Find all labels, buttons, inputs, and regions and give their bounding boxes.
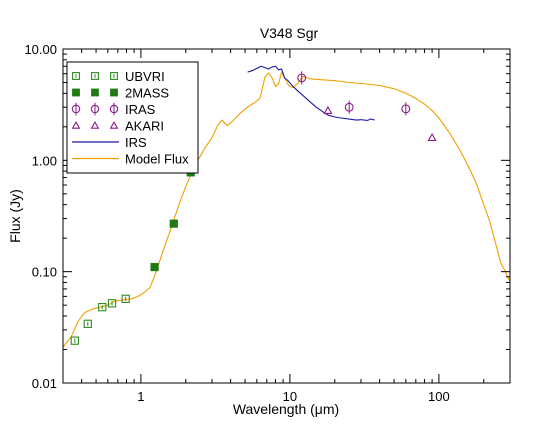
chart-title: V348 Sgr: [260, 25, 319, 41]
point-ubvri: [70, 336, 79, 345]
y-axis: 0.01 0.10 1.00 10.00: [24, 42, 510, 391]
y-tick-label: 0.01: [32, 376, 57, 391]
y-tick-label: 0.10: [32, 265, 57, 280]
legend-swatch: [90, 120, 100, 129]
legend-item-akari: AKARI: [71, 119, 164, 134]
legend-label: 2MASS: [125, 86, 169, 101]
series-line-model-flux: [63, 71, 510, 348]
legend-item-model-flux: Model Flux: [72, 152, 189, 167]
legend-swatch: [109, 120, 119, 129]
legend-swatch: [91, 88, 99, 97]
y-tick-label: 1.00: [32, 153, 57, 168]
x-axis: 1 10 100: [62, 49, 511, 404]
plot-frame: [62, 48, 511, 384]
legend-swatch: [109, 102, 119, 116]
point-ubvri: [83, 319, 92, 328]
point-2mass: [150, 262, 159, 272]
point-iras: [401, 102, 411, 116]
legend-item-ubvri: UBVRI: [72, 69, 165, 84]
legend-label: Model Flux: [125, 152, 189, 167]
legend-swatch: [91, 72, 99, 80]
legend-item-2mass: 2MASS: [72, 86, 169, 101]
point-iras: [344, 100, 354, 114]
x-tick-label: 1: [137, 389, 144, 404]
legend-box: [66, 61, 199, 174]
legend-item-irs: IRS: [72, 135, 147, 150]
x-tick-label: 10: [283, 389, 297, 404]
legend-swatch: [90, 102, 100, 116]
point-ubvri: [98, 303, 107, 312]
legend-swatch: [71, 120, 81, 129]
legend-label: IRAS: [125, 102, 156, 117]
series-line-irs: [247, 65, 375, 122]
point-ubvri: [121, 294, 130, 303]
legend-swatch: [110, 88, 118, 97]
series-layer: [63, 65, 510, 348]
legend-label: IRS: [125, 135, 147, 150]
y-axis-label: Flux (Jy): [7, 189, 23, 243]
legend-swatch: [72, 72, 80, 80]
x-tick-label: 100: [428, 389, 450, 404]
point-iras: [297, 71, 307, 85]
point-akari: [427, 132, 437, 142]
legend-swatch: [71, 102, 81, 116]
point-akari: [323, 105, 333, 114]
point-ubvri: [107, 299, 117, 308]
legend-swatch: [72, 88, 80, 97]
x-axis-label: Wavelength (μm): [233, 401, 339, 417]
point-2mass: [169, 219, 178, 228]
y-tick-label: 10.00: [24, 42, 57, 57]
legend-label: UBVRI: [125, 69, 165, 84]
legend-label: AKARI: [125, 119, 164, 134]
legend-item-iras: IRAS: [71, 102, 156, 117]
legend-swatch: [110, 72, 118, 80]
